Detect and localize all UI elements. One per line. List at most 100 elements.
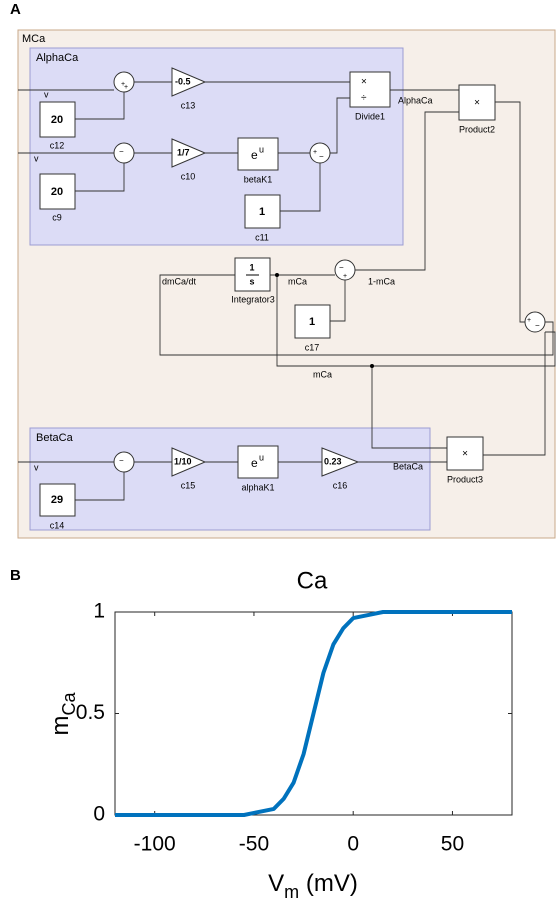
integrator-num: 1 (249, 262, 254, 272)
wire (330, 97, 350, 154)
signal-label: dmCa/dt (162, 276, 197, 286)
exp-block (237, 445, 279, 479)
gain-block (171, 447, 207, 477)
x-label-rest: (mV) (299, 870, 358, 897)
constant-value: 1 (309, 316, 315, 328)
x-tick-label: -50 (239, 833, 269, 856)
constant-block (39, 101, 76, 138)
gain-value: 0.23 (324, 456, 342, 466)
wire (371, 366, 447, 449)
block-name: Divide1 (355, 111, 385, 121)
signal-label: AlphaCa (398, 95, 433, 105)
sum-sign: + (313, 149, 317, 156)
y-tick-label: 0.5 (76, 701, 105, 724)
sum (309, 142, 331, 164)
exp-base: e (251, 456, 258, 470)
op-sign: × (474, 98, 480, 109)
sum (113, 142, 135, 164)
constant-block (244, 194, 281, 229)
sum-sign: + (343, 273, 347, 280)
sum-sign: − (319, 152, 324, 161)
data-line (115, 610, 512, 817)
x-label-main: V (268, 870, 284, 897)
x-tick-label: 50 (441, 833, 464, 856)
exp-block (237, 137, 279, 171)
x-label-sub: m (284, 882, 299, 902)
panel-label: B (10, 567, 21, 584)
junction (275, 273, 279, 277)
sum-sign: − (339, 263, 344, 272)
product-block (458, 84, 496, 121)
gain-value: -0.5 (175, 76, 191, 86)
exp-power: u (259, 144, 264, 154)
block-name: c13 (181, 100, 196, 110)
constant-value: 20 (51, 186, 63, 198)
product-block (446, 436, 484, 471)
wire (159, 274, 554, 356)
alpha-title: AlphaCa (36, 52, 79, 64)
exp-power: u (259, 452, 264, 462)
block-name: c12 (50, 140, 65, 150)
sum (524, 311, 546, 333)
constant-block (39, 173, 76, 210)
sum-sign: − (119, 456, 124, 465)
constant-value: 1 (259, 206, 265, 218)
y-tick-label: 0 (93, 803, 105, 826)
op-sign: ÷ (361, 93, 367, 104)
beta-box (29, 427, 431, 531)
signal-label: BetaCa (393, 461, 423, 471)
panel-label: A (10, 1, 21, 18)
block-name: Integrator3 (231, 294, 275, 304)
block-name: alphaK1 (241, 482, 274, 492)
integrator-den: s (249, 276, 254, 286)
beta-title: BetaCa (36, 432, 74, 444)
gain-block (171, 67, 207, 97)
op-sign: × (361, 77, 367, 88)
constant-block (294, 304, 331, 339)
sum-sign: + (121, 81, 125, 88)
signal-label: 1-mCa (368, 276, 395, 286)
alpha-box (29, 47, 404, 246)
gain-value: 1/7 (177, 147, 190, 157)
block-name: betaK1 (244, 174, 273, 184)
op-sign: × (462, 449, 468, 460)
exp-base: e (251, 148, 258, 162)
signal-label: mCa (288, 276, 307, 286)
input-label: v (34, 153, 39, 163)
constant-value: 20 (51, 114, 63, 126)
block-name: c10 (181, 171, 196, 181)
x-axis-label: Vm (mV) (268, 870, 358, 901)
block-name: c11 (255, 232, 269, 242)
diagram: A MCa AlphaCa BetaCa v v v + + − + − − +… (10, 1, 556, 539)
constant-block (39, 483, 76, 517)
block-name: c9 (52, 212, 62, 222)
sum-sign: + (124, 84, 128, 91)
sum (113, 451, 135, 473)
wire (75, 92, 125, 120)
wire (75, 163, 125, 192)
wire (280, 163, 321, 212)
wire (495, 101, 525, 323)
wire (276, 275, 556, 367)
block-name: Product3 (447, 474, 483, 484)
junction (370, 364, 374, 368)
divide-block (349, 71, 391, 108)
gain-block (321, 447, 360, 477)
wire (75, 472, 125, 501)
constant-value: 29 (51, 494, 63, 506)
block-name: c15 (181, 480, 196, 490)
y-label-main: m (47, 716, 74, 736)
subsystem-title: MCa (22, 33, 46, 45)
input-label: v (34, 462, 39, 472)
wire (355, 111, 459, 271)
y-label-sub: Ca (59, 692, 79, 716)
block-name: c17 (305, 342, 320, 352)
y-axis-label: mCa (47, 692, 78, 736)
block-name: c16 (333, 480, 348, 490)
wire (330, 280, 346, 322)
input-label: v (44, 89, 49, 99)
sum-sign: + (527, 317, 531, 324)
gain-value: 1/10 (174, 456, 192, 466)
wire (483, 332, 546, 456)
